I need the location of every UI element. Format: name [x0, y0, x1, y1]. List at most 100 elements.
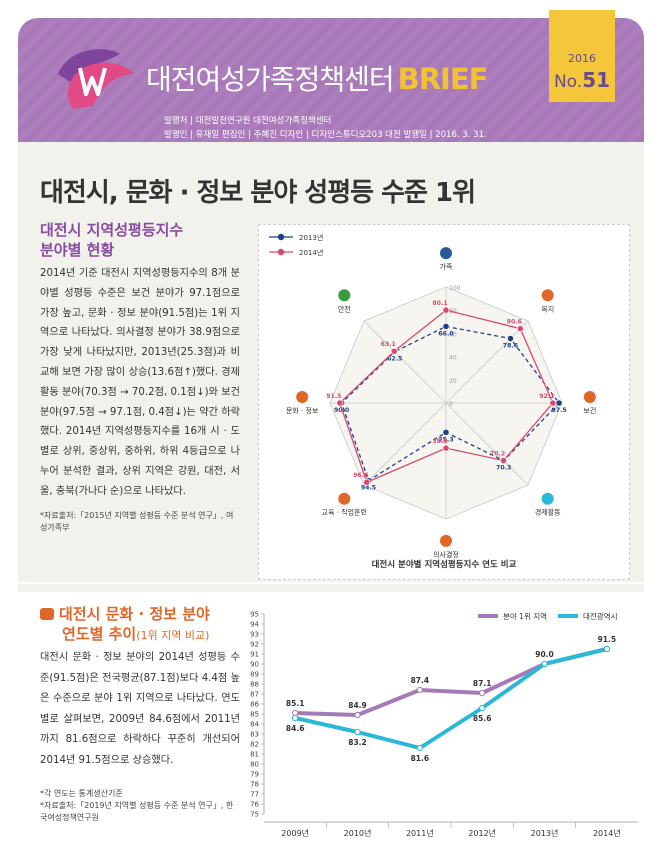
radar-data-label: 25.3 [438, 436, 453, 443]
radar-category-label: 문화 · 정보 [286, 406, 319, 415]
line-y-tick-label: 92 [250, 641, 259, 649]
publication-meta: 발행처 | 대전발전연구원 대전여성가족정책센터 발행인 | 유재일 편집인 |… [164, 114, 487, 142]
line-x-tick-label: 2013년 [531, 828, 559, 838]
line-y-tick-label: 79 [250, 771, 259, 779]
radar-data-label: 92.1 [539, 393, 554, 400]
line-y-tick-label: 85 [250, 711, 259, 719]
line-point [541, 660, 548, 668]
meta-line-publisher: 발행처 | 대전발전연구원 대전여성가족정책센터 [164, 116, 332, 126]
radar-category-icon [541, 289, 554, 302]
section1-body: 2014년 기준 대전시 지역성평등지수의 8개 분야별 성평등 수준은 보건 … [40, 268, 240, 497]
line-y-tick-label: 81 [250, 751, 259, 759]
line-data-label: 84.6 [286, 724, 305, 733]
line-point [603, 645, 610, 653]
center-logo-icon [58, 49, 134, 109]
line-legend-label: 분야 1위 지역 [503, 611, 547, 621]
line-point [479, 689, 486, 697]
radar-point [442, 306, 450, 314]
radar-legend-marker [277, 233, 285, 241]
radar-category-label: 의사결정 [433, 550, 459, 559]
radar-category-icon [296, 391, 309, 403]
section1-subtitle: 대전시 지역성평등지수 분야별 현황 [40, 221, 184, 259]
line-data-label: 84.9 [348, 701, 367, 710]
section2-title-suffix: (1위 지역 비교) [136, 629, 210, 642]
radar-data-label: 62.5 [387, 356, 402, 363]
radar-category-icon [440, 534, 452, 547]
line-y-tick-label: 87 [250, 691, 259, 699]
radar-point [390, 347, 398, 355]
line-y-tick-label: 94 [250, 621, 259, 629]
radar-chart-panel: 100 80 60 40 20 0 가족 복지 보건 경제활동 의사결정 교육 · 직업훈련 문화 · … [258, 224, 630, 580]
line-y-tick-label: 83 [250, 731, 259, 739]
section2-notes: *각 연도는 통계생산기준 *자료출처:「2019년 지역별 성평등 수준 분석… [40, 789, 234, 822]
line-y-tick-label: 90 [250, 661, 259, 669]
radar-data-label: 91.5 [326, 393, 341, 400]
line-data-label: 90.0 [535, 650, 554, 659]
line-chart-panel: 75 76 77 78 79 80 81 82 83 84 85 86 87 88 89 90 91 92 93 94… [240, 608, 644, 854]
radar-tick-label: 100 [449, 285, 461, 292]
radar-data-label: 78.6 [503, 343, 518, 350]
radar-tick-label: 40 [449, 355, 457, 362]
line-point [354, 711, 361, 719]
publication-title: 대전여성가족정책센터 BRIEF [146, 62, 489, 96]
line-y-tick-label: 89 [250, 671, 259, 679]
line-x-tick-label: 2010년 [344, 828, 372, 838]
line-data-label: 91.5 [598, 635, 617, 644]
line-series [294, 647, 608, 750]
line-x-tick-label: 2009년 [281, 828, 309, 838]
line-chart: 75 76 77 78 79 80 81 82 83 84 85 86 87 88 89 90 91 92 93 94… [250, 611, 638, 838]
line-x-tick-label: 2011년 [406, 828, 434, 838]
line-data-label: 85.1 [286, 699, 305, 708]
radar-chart-title: 대전시 분야별 지역성평등지수 연도 비교 [372, 559, 517, 570]
radar-point [442, 444, 450, 452]
radar-category-label: 가족 [440, 262, 453, 271]
radar-data-label: 70.2 [490, 451, 505, 458]
radar-point [555, 399, 563, 407]
issue-number: No.51 [553, 68, 611, 92]
line-point [292, 709, 299, 717]
line-y-tick-label: 88 [250, 681, 259, 689]
section1-source: *자료출처:「2015년 지역별 성평등 수준 분석 연구」, 여성가족부 [40, 511, 234, 532]
line-y-tick-label: 84 [250, 721, 259, 729]
radar-point [442, 322, 450, 331]
radar-data-label: 63.1 [381, 341, 396, 348]
issue-year: 2016 [568, 52, 596, 65]
line-y-tick-label: 76 [250, 801, 259, 809]
radar-category-label: 경제활동 [535, 508, 561, 517]
line-legend-label: 대전광역시 [583, 611, 618, 621]
radar-data-label: 97.5 [551, 407, 566, 414]
radar-point [442, 428, 450, 436]
line-point [416, 744, 423, 752]
radar-point [506, 334, 515, 343]
line-y-tick-label: 95 [250, 611, 259, 619]
line-y-tick-label: 75 [250, 811, 259, 819]
radar-category-icon [338, 492, 351, 505]
radar-category-icon [583, 391, 596, 403]
radar-tick-label: 0 [449, 401, 453, 408]
radar-point [336, 399, 344, 407]
radar-data-label: 90.6 [507, 319, 522, 326]
header-band: 대전여성가족정책센터 BRIEF 발행처 | 대전발전연구원 대전여성가족정책센터… [18, 18, 644, 142]
radar-spoke [445, 320, 529, 404]
line-y-tick-label: 80 [250, 761, 259, 769]
line-x-tick-label: 2014년 [593, 828, 621, 838]
radar-tick-label: 20 [449, 378, 457, 385]
radar-category-icon [541, 492, 554, 505]
brief-wordmark: BRIEF [397, 62, 489, 96]
line-data-label: 87.4 [411, 676, 430, 685]
radar-category-icon [440, 247, 452, 260]
line-point [416, 686, 423, 694]
line-x-tick-label: 2012년 [468, 828, 496, 838]
radar-data-label: 38.9 [432, 438, 447, 445]
line-point [292, 714, 299, 722]
line-point [354, 728, 361, 736]
line-data-label: 87.1 [473, 679, 492, 688]
section2-title: 대전시 문화 · 정보 분야 연도별 추이(1위 지역 비교) [40, 604, 210, 646]
line-y-tick-label: 86 [250, 701, 259, 709]
radar-category-label: 교육 · 직업훈련 [322, 508, 367, 517]
radar-legend-label: 2013년 [299, 233, 323, 242]
line-y-tick-label: 78 [250, 781, 259, 789]
line-point [479, 704, 486, 712]
